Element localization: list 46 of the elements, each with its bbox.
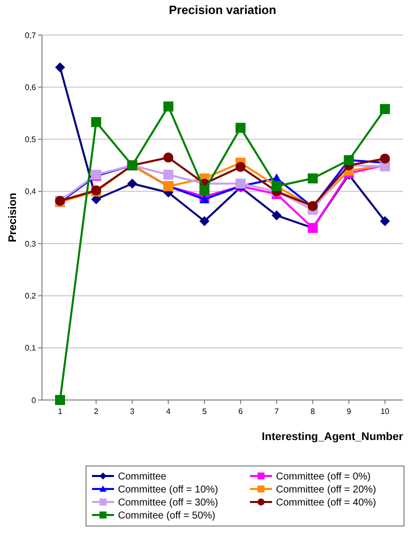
point — [380, 154, 390, 164]
point — [163, 101, 174, 112]
x-tick-label: 4 — [166, 407, 172, 416]
legend-label: Committee (off = 20%) — [276, 484, 376, 496]
y-tick-label: 0,7 — [24, 30, 37, 40]
point — [272, 210, 282, 220]
y-tick-label: 0,3 — [24, 239, 37, 248]
point — [380, 104, 390, 114]
x-tick-label: 7 — [274, 407, 280, 416]
y-axis-title: Precision — [7, 192, 19, 242]
y-tick-label: 0,5 — [24, 135, 37, 144]
legend-label: Commitee (off = 50%) — [118, 510, 216, 522]
legend-label: Committee (off = 10%) — [118, 484, 218, 496]
legend-label: Committee (off = 40%) — [276, 498, 376, 508]
x-tick-label: 1 — [58, 407, 63, 416]
legend-label: Committee — [118, 472, 167, 482]
x-tick-label: 5 — [202, 407, 208, 416]
point — [163, 152, 174, 163]
y-tick-label: 0,6 — [24, 82, 37, 92]
point — [199, 194, 210, 204]
point — [308, 173, 318, 184]
chart-title: Precision variation — [168, 3, 276, 17]
x-tick-label: 6 — [238, 407, 244, 416]
point — [199, 185, 210, 196]
point — [380, 216, 390, 226]
point — [127, 178, 138, 189]
point — [236, 162, 246, 172]
x-tick-label: 10 — [380, 407, 390, 416]
point — [199, 216, 210, 226]
legend-label: Committee (off = 30%) — [118, 498, 218, 508]
x-tick-label: 8 — [310, 407, 316, 416]
point — [55, 395, 66, 405]
point — [91, 117, 102, 128]
x-axis-title: Interesting_Agent_Number — [262, 431, 404, 443]
y-tick-label: 0 — [32, 396, 37, 405]
point — [55, 62, 66, 72]
y-tick-label: 0,2 — [24, 292, 37, 301]
y-tick-label: 0,1 — [24, 344, 37, 353]
legend-label: Committee (off = 0%) — [276, 472, 371, 482]
point — [236, 178, 246, 189]
point — [163, 170, 174, 180]
x-tick-label: 3 — [130, 407, 136, 416]
y-tick-label: 0,4 — [24, 187, 37, 196]
x-tick-label: 9 — [346, 407, 352, 416]
point — [236, 122, 246, 133]
x-tick-label: 2 — [94, 407, 99, 416]
